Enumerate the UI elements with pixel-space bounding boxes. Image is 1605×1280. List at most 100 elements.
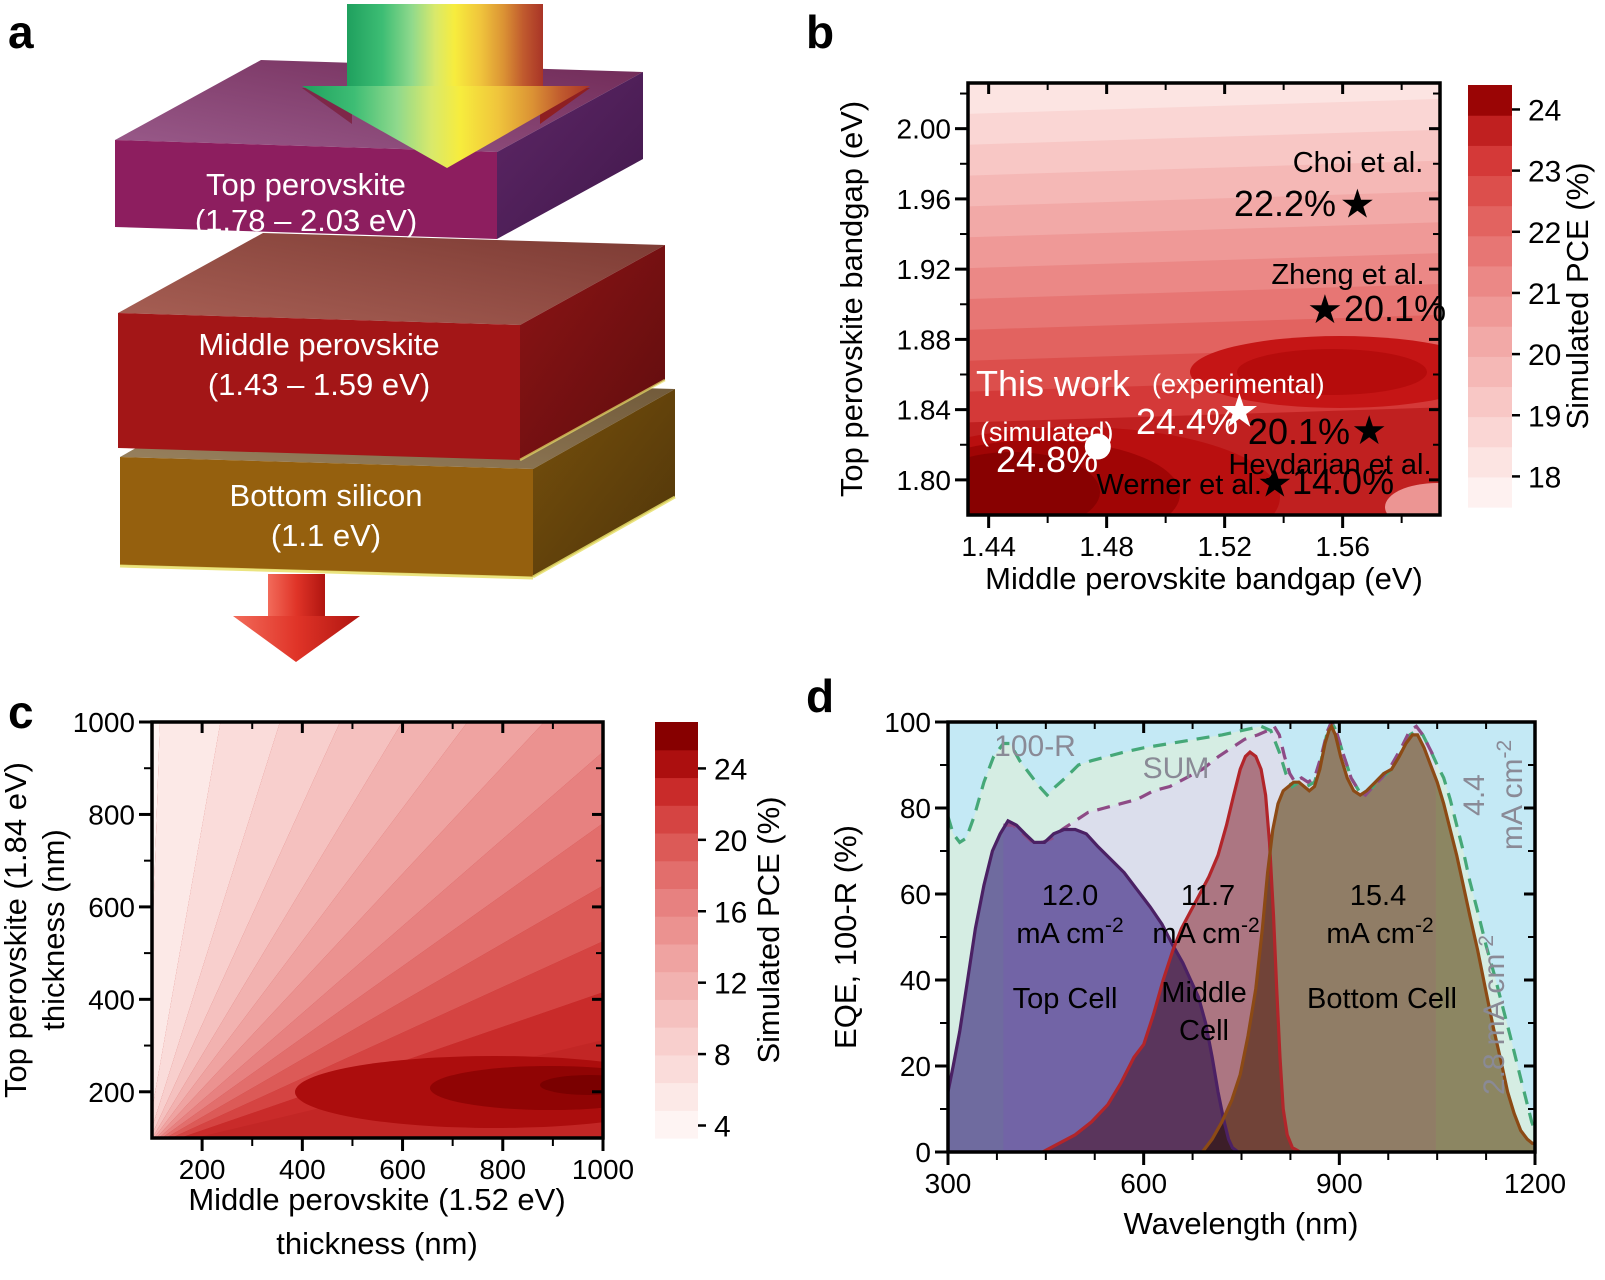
y-tick-label: 1000 xyxy=(73,707,135,738)
line-top-cell xyxy=(948,818,1240,1152)
bottom-silicon-side-face xyxy=(533,389,675,577)
annotation-markers: ★ ★ ★ ★ ★ xyxy=(1084,182,1387,506)
marker-star: ★ xyxy=(1339,182,1375,226)
middle-cell-name-line1: Middle xyxy=(1161,977,1246,1009)
y-tick-label: 400 xyxy=(88,984,135,1015)
panel-a: a Bottom silicon (1.1 eV) Middle perovsk… xyxy=(8,4,676,662)
y-tick-label: 600 xyxy=(88,892,135,923)
area-middle-cell xyxy=(1042,752,1301,1152)
panel-d-labels: Wavelength (nm) EQE, 100-R (%) 100-R SUM… xyxy=(828,730,1529,1241)
y-tick-label: 80 xyxy=(900,793,931,824)
colorbar-tick-label: 24 xyxy=(714,753,747,786)
middle-side-edge-highlight xyxy=(519,378,666,462)
annotation-heydarian-name: Heydarian et al. xyxy=(1228,449,1431,481)
panel-c-y-axis-title-line2: thickness (nm) xyxy=(36,829,71,1031)
unit-exponent: -2 xyxy=(1415,914,1434,937)
annotation-werner-name: Werner et al. xyxy=(1097,469,1262,501)
x-tick-label: 600 xyxy=(379,1154,426,1185)
annotation-werner-value: 14.0% xyxy=(1292,461,1394,502)
middle-cell-jsc: 11.7 xyxy=(1181,880,1235,912)
middle-perovskite-top-face xyxy=(118,233,665,325)
unit-base: mA cm xyxy=(1496,759,1529,851)
unit-exponent: -2 xyxy=(1241,914,1260,937)
panel-d: d 300 600 900 1200 0 20 40 60 80 100 Wavelength (… xyxy=(806,670,1566,1241)
colorbar: 24 20 16 12 8 4 xyxy=(655,722,747,1144)
y-tick-label: 800 xyxy=(88,799,135,830)
x-tick-label: 400 xyxy=(279,1154,326,1185)
panel-c-labels: Middle perovskite (1.52 eV) thickness (n… xyxy=(0,762,786,1261)
bottom-silicon-name: Bottom silicon xyxy=(230,478,423,513)
panel-d-y-axis-title: EQE, 100-R (%) xyxy=(828,825,863,1049)
colorbar-tick-label: 16 xyxy=(714,896,747,929)
rainbow-arrow-shaft xyxy=(347,4,543,88)
red-arrow-head xyxy=(233,616,360,662)
colorbar-tick-label: 18 xyxy=(1528,461,1561,494)
label-100-R: 100-R xyxy=(994,730,1076,763)
panel-c: c 200 400 600 800 1000 200 400 600 800 1000 24 20 16… xyxy=(0,686,786,1261)
panel-a-label: a xyxy=(8,6,34,58)
marker-star: ★ xyxy=(1351,409,1387,453)
y-tick-label: 0 xyxy=(915,1137,931,1168)
top-perovskite-side-face xyxy=(497,72,643,239)
area-bottom-cell xyxy=(1202,726,1535,1152)
annotation-choi-name: Choi et al. xyxy=(1293,147,1424,179)
annotation-heydarian-value: 20.1% xyxy=(1248,411,1350,452)
annotation-simulated-value: 24.8% xyxy=(996,439,1098,480)
y-tick-label: 200 xyxy=(88,1077,135,1108)
x-tick-label: 300 xyxy=(925,1168,972,1199)
unit-exponent: -2 xyxy=(1105,914,1124,937)
y-tick-label: 1.80 xyxy=(897,465,952,496)
panel-d-x-axis-title: Wavelength (nm) xyxy=(1124,1206,1359,1241)
x-tick-label: 1.52 xyxy=(1197,531,1252,562)
panel-d-generated-chart: 300 600 900 1200 0 20 40 60 80 100 xyxy=(884,707,1566,1199)
marker-star: ★ xyxy=(1257,462,1293,506)
colorbar-tick-label: 22 xyxy=(1528,217,1561,250)
annotation-simulated: (simulated) xyxy=(980,417,1114,447)
unit-base: mA cm xyxy=(1478,954,1511,1046)
annotation-choi-value: 22.2% xyxy=(1234,183,1336,224)
x-tick-label: 1.48 xyxy=(1079,531,1134,562)
annotation-zheng-value: 20.1% xyxy=(1344,288,1446,329)
x-tick-label: 600 xyxy=(1120,1168,1167,1199)
unit-exponent: -2 xyxy=(1493,740,1516,759)
bottom-cell-name: Bottom Cell xyxy=(1307,983,1457,1015)
top-perovskite-name: Top perovskite xyxy=(206,167,406,202)
panel-d-label: d xyxy=(806,670,834,722)
marker-circle xyxy=(1084,433,1111,460)
y-tick-label: 2.00 xyxy=(897,114,952,145)
bottom-side-edge-highlight xyxy=(532,495,676,579)
y-tick-label: 1.88 xyxy=(897,324,952,355)
label-SUM: SUM xyxy=(1143,752,1210,785)
panel-c-x-axis-title-line2: thickness (nm) xyxy=(276,1226,478,1261)
x-tick-label: 1.56 xyxy=(1315,531,1370,562)
unit-exponent: -2 xyxy=(1475,935,1498,954)
x-tick-label: 1200 xyxy=(1504,1168,1566,1199)
annotation-experimental-value: 24.4% xyxy=(1136,401,1238,442)
panel-c-colorbar-title: Simulated PCE (%) xyxy=(751,796,786,1063)
value-4.4: 4.4 xyxy=(1458,774,1491,816)
panel-c-y-axis-title-line1: Top perovskite (1.84 eV) xyxy=(0,762,33,1098)
x-tick-label: 800 xyxy=(479,1154,526,1185)
top-cell-name: Top Cell xyxy=(1013,983,1118,1015)
colorbar-tick-label: 24 xyxy=(1528,94,1561,127)
middle-cell-name-line2: Cell xyxy=(1179,1015,1229,1047)
top-perovskite-bandgap: (1.78 – 2.03 eV) xyxy=(195,203,417,238)
bottom-silicon-bandgap: (1.1 eV) xyxy=(271,518,381,553)
contour-c xyxy=(152,722,603,1138)
middle-perovskite-bandgap: (1.43 – 1.59 eV) xyxy=(208,367,430,402)
y-tick-label: 1.96 xyxy=(897,184,952,215)
annotation-thiswork-name: This work xyxy=(976,363,1131,404)
value-base: 2.8 xyxy=(1478,1053,1511,1095)
bottom-cell-jsc-unit: mA cm-2 xyxy=(1326,914,1433,950)
bottom-cell-jsc: 15.4 xyxy=(1350,880,1406,912)
top-perovskite-front-face xyxy=(115,140,497,239)
bottom-silicon-front-face xyxy=(120,457,533,577)
panel-b-labels: Middle perovskite bandgap (eV) Top perov… xyxy=(834,101,1595,596)
x-tick-label: 200 xyxy=(179,1154,226,1185)
axes: 300 600 900 1200 0 20 40 60 80 100 xyxy=(884,707,1566,1199)
colorbar-tick-label: 20 xyxy=(1528,339,1561,372)
incident-light-arrow-icon xyxy=(302,4,590,168)
annotation-zheng-name: Zheng et al. xyxy=(1271,259,1424,291)
colorbar-tick-label: 4 xyxy=(714,1111,731,1144)
